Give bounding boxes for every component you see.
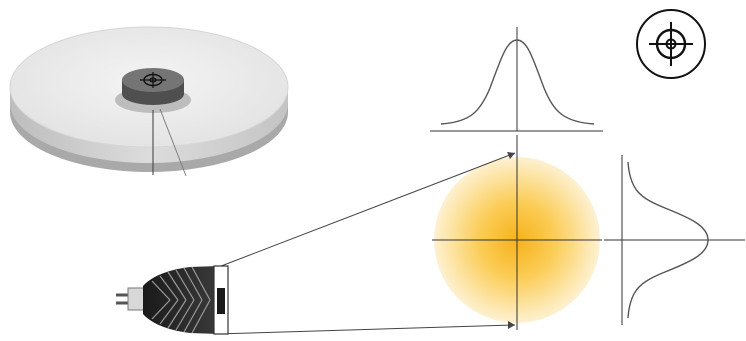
- lamp-fins: [151, 266, 211, 334]
- disc-luminaire: [9, 26, 289, 177]
- top-gaussian-curve: [440, 39, 595, 125]
- light-spot: [432, 135, 602, 330]
- lamp-led-source: [217, 288, 225, 314]
- beam-arrow-lower: [508, 321, 515, 329]
- lamp-heatsink: [143, 266, 218, 334]
- target-crosshair-icon: [140, 72, 166, 88]
- mr16-led-lamp-icon: [116, 265, 229, 335]
- beam-line-upper: [215, 152, 516, 269]
- lamp-base: [127, 287, 145, 311]
- beam-line-lower: [215, 324, 516, 335]
- top-intensity-profile: [430, 27, 603, 132]
- right-intensity-profile: [604, 155, 745, 325]
- disc-cut-line-2: [159, 108, 187, 177]
- target-crosshair-icon: [636, 9, 706, 79]
- beam-arrow-upper: [507, 152, 515, 159]
- beam-projection: [215, 152, 516, 335]
- right-gaussian-curve: [627, 161, 709, 319]
